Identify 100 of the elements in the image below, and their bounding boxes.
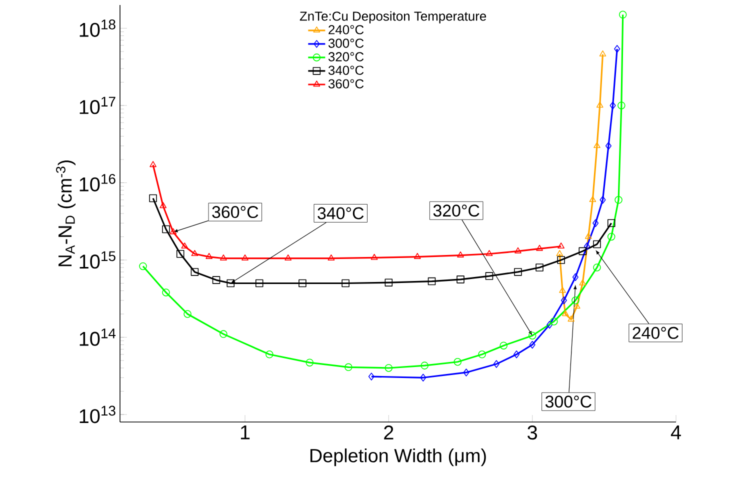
point <box>558 242 564 249</box>
point <box>593 264 601 272</box>
x-axis-title: Depletion Width (μm) <box>310 448 486 466</box>
annotation: 240°C <box>632 326 679 339</box>
point <box>149 194 157 202</box>
point <box>536 264 544 272</box>
y-tick-label: 10$^{14}$ <box>80 328 116 346</box>
point <box>605 142 612 150</box>
point <box>255 279 264 288</box>
point <box>572 273 578 282</box>
point <box>414 252 421 259</box>
point <box>536 244 543 251</box>
point <box>212 276 220 284</box>
point <box>529 340 536 349</box>
point <box>514 350 520 358</box>
point <box>500 342 508 350</box>
point <box>589 196 596 202</box>
point <box>181 242 188 249</box>
point <box>584 242 590 250</box>
point <box>370 254 378 260</box>
point <box>150 161 156 168</box>
point <box>614 45 620 53</box>
point <box>162 225 170 234</box>
point <box>298 279 306 288</box>
point <box>384 364 393 372</box>
x-tick-label: 3 <box>528 426 537 440</box>
point <box>170 228 177 234</box>
legend-label: 340°C <box>328 66 364 75</box>
legend-label: 240°C <box>328 25 364 34</box>
point <box>550 318 558 326</box>
y-tick-label: 10$^{18}$ <box>80 20 116 37</box>
point <box>572 296 580 304</box>
annotation: 360°C <box>212 206 258 218</box>
point <box>562 310 569 316</box>
legend-label: 300°C <box>328 38 364 48</box>
y-tick-label: 10$^{15}$ <box>80 251 116 269</box>
point <box>463 368 470 376</box>
point <box>546 320 553 329</box>
point <box>573 302 580 309</box>
point <box>428 277 436 286</box>
point <box>592 219 599 228</box>
x-tick-label: 2 <box>384 426 394 440</box>
point <box>384 278 393 286</box>
point <box>206 252 212 259</box>
y-axis-title: N$_{A}$-N$_{D}$ (cm$^{-3}$) <box>56 160 76 266</box>
point <box>306 358 314 366</box>
point <box>514 247 522 254</box>
point <box>266 350 274 358</box>
point <box>454 358 462 366</box>
annotation: 320°C <box>433 204 480 217</box>
point <box>528 332 536 340</box>
point <box>607 232 616 241</box>
point <box>342 279 350 288</box>
point <box>457 251 464 258</box>
point <box>328 254 335 260</box>
y-tick-label: 10$^{13}$ <box>80 406 116 424</box>
legend-label: 360°C <box>328 79 364 88</box>
point <box>220 254 227 260</box>
point <box>456 276 464 284</box>
legend-label: 320°C <box>328 52 364 62</box>
point <box>578 247 587 256</box>
point <box>579 279 586 286</box>
point <box>162 288 170 296</box>
point <box>190 268 199 276</box>
point <box>184 310 192 318</box>
point <box>600 196 606 204</box>
point <box>614 196 622 204</box>
point <box>584 232 592 239</box>
point <box>226 279 235 288</box>
point <box>344 363 352 372</box>
point <box>220 330 228 338</box>
point <box>420 362 428 370</box>
point <box>560 296 567 304</box>
point <box>618 102 626 110</box>
point <box>486 250 493 256</box>
y-tick-label: 10$^{17}$ <box>80 96 116 114</box>
point <box>514 268 522 276</box>
x-tick-label: 4 <box>670 426 681 440</box>
point <box>160 202 167 208</box>
point <box>593 240 601 248</box>
point <box>568 316 575 322</box>
x-tick-label: 1 <box>240 426 250 440</box>
legend-title: ZnTe:Cu Depositon Temperature <box>300 11 486 24</box>
point <box>478 350 486 358</box>
point <box>493 360 500 368</box>
point <box>610 102 616 110</box>
point <box>191 250 198 256</box>
point <box>284 254 292 260</box>
point <box>556 250 564 256</box>
point <box>594 142 600 148</box>
point <box>559 286 566 293</box>
annotation: 300°C <box>545 396 592 408</box>
point <box>607 219 616 228</box>
point <box>557 256 565 264</box>
point <box>176 250 184 258</box>
annotation: 340°C <box>318 207 364 220</box>
point <box>368 372 374 380</box>
point <box>485 272 494 280</box>
point <box>618 10 627 19</box>
point <box>139 262 147 270</box>
